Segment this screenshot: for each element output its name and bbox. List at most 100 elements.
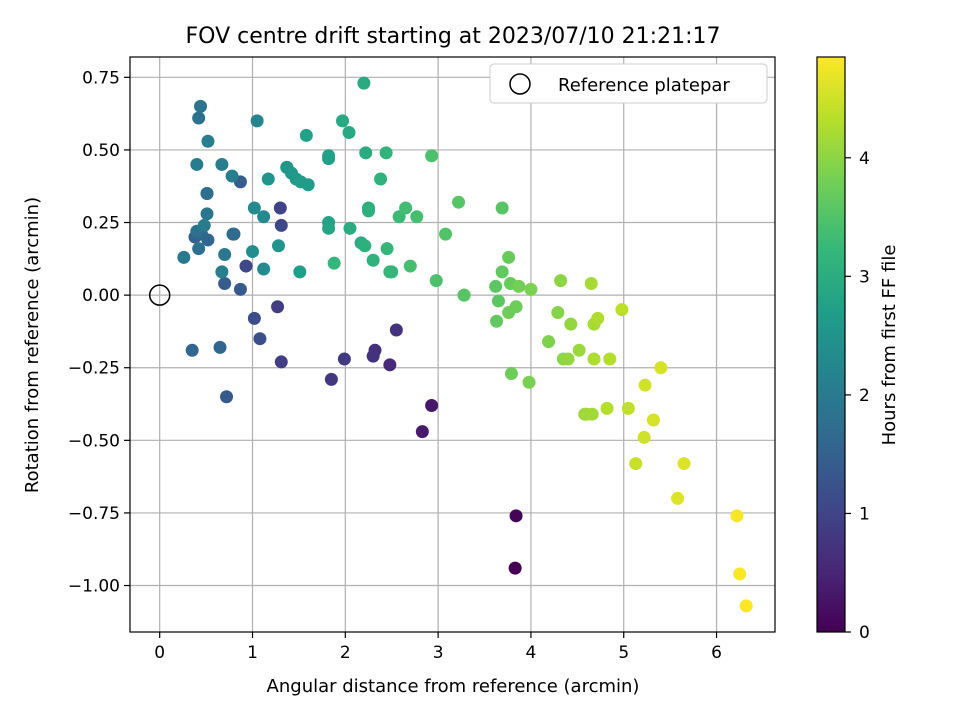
data-point bbox=[638, 378, 652, 392]
data-point bbox=[190, 157, 204, 171]
data-point bbox=[200, 186, 214, 200]
data-point bbox=[603, 352, 617, 366]
legend-entry: Reference platepar bbox=[558, 75, 730, 96]
data-point bbox=[359, 146, 373, 160]
data-point bbox=[271, 300, 285, 314]
y-tick-label: −1.00 bbox=[68, 577, 120, 597]
x-axis-ticks: 0 1 2 3 4 5 6 bbox=[154, 632, 722, 663]
data-point bbox=[225, 169, 239, 183]
data-point bbox=[621, 401, 635, 415]
data-point bbox=[273, 201, 287, 215]
grid-lines bbox=[130, 57, 775, 632]
colorbar-label: Hours from first FF file bbox=[879, 245, 900, 446]
data-point bbox=[495, 265, 509, 279]
legend: Reference platepar bbox=[489, 63, 768, 104]
legend-marker bbox=[509, 73, 531, 95]
data-point bbox=[250, 114, 264, 128]
data-point bbox=[502, 250, 516, 264]
data-point bbox=[343, 221, 357, 235]
data-point bbox=[299, 128, 313, 142]
data-point bbox=[257, 262, 271, 276]
data-point bbox=[379, 146, 393, 160]
y-tick-label: 0.00 bbox=[82, 286, 120, 306]
reference-point-marker bbox=[148, 284, 171, 306]
x-tick-label: 3 bbox=[433, 643, 444, 663]
colorbar: 0 1 2 3 4 Hours from first FF file bbox=[816, 56, 900, 643]
data-point bbox=[654, 361, 668, 375]
data-point bbox=[591, 311, 605, 325]
data-point bbox=[380, 242, 394, 256]
data-point bbox=[584, 277, 598, 291]
data-point bbox=[542, 335, 556, 349]
plot-area: 0 1 2 3 4 5 6 0.75 0.50 0.25 0.00 −0.25 −0.50 −0.75 −… bbox=[68, 56, 776, 663]
data-point bbox=[366, 253, 380, 267]
data-point bbox=[366, 349, 380, 363]
data-point bbox=[389, 323, 403, 337]
data-point bbox=[524, 282, 538, 296]
data-point bbox=[192, 111, 206, 125]
data-point bbox=[600, 401, 614, 415]
data-point bbox=[425, 149, 439, 163]
data-point bbox=[192, 242, 206, 256]
plot-background bbox=[130, 57, 775, 632]
data-point bbox=[637, 430, 651, 444]
data-point bbox=[274, 355, 288, 369]
legend-box bbox=[489, 63, 768, 104]
data-point bbox=[227, 227, 241, 241]
data-point bbox=[194, 99, 208, 113]
x-tick-label: 0 bbox=[154, 643, 165, 663]
data-point bbox=[261, 172, 275, 186]
data-point bbox=[358, 239, 372, 253]
data-point bbox=[322, 221, 336, 235]
data-point bbox=[383, 358, 397, 372]
data-point bbox=[508, 561, 522, 575]
y-axis-ticks: 0.75 0.50 0.25 0.00 −0.25 −0.50 −0.75 −1.00 bbox=[68, 68, 130, 597]
data-point bbox=[491, 294, 505, 308]
data-point bbox=[197, 218, 211, 232]
data-point bbox=[293, 265, 307, 279]
colorbar-tick-label: 0 bbox=[859, 623, 870, 643]
data-point bbox=[247, 201, 261, 215]
data-point bbox=[504, 367, 518, 381]
data-point bbox=[564, 317, 578, 331]
data-point bbox=[646, 413, 660, 427]
y-axis-label: Rotation from reference (arcmin) bbox=[22, 197, 43, 493]
data-point bbox=[554, 274, 568, 288]
y-tick-label: 0.75 bbox=[82, 68, 120, 88]
data-point bbox=[429, 274, 443, 288]
x-tick-label: 5 bbox=[618, 643, 629, 663]
y-tick-label: 0.25 bbox=[82, 214, 120, 234]
data-point bbox=[739, 599, 753, 613]
data-point bbox=[452, 195, 466, 209]
data-point bbox=[522, 375, 536, 389]
plot-frame bbox=[129, 56, 776, 633]
y-tick-label: 0.50 bbox=[82, 141, 120, 161]
data-point bbox=[218, 247, 232, 261]
colorbar-tick-label: 4 bbox=[859, 149, 870, 169]
colorbar-tick-label: 2 bbox=[859, 386, 870, 406]
data-point bbox=[733, 567, 747, 581]
data-point bbox=[489, 279, 503, 293]
data-point bbox=[239, 259, 253, 273]
y-tick-label: −0.25 bbox=[68, 359, 120, 379]
data-point bbox=[271, 239, 285, 253]
data-point bbox=[362, 201, 376, 215]
data-point bbox=[561, 352, 575, 366]
data-point bbox=[410, 210, 424, 224]
data-point bbox=[490, 314, 504, 328]
data-point bbox=[572, 343, 586, 357]
data-point bbox=[257, 210, 271, 224]
colorbar-gradient bbox=[816, 56, 846, 633]
x-tick-label: 6 bbox=[711, 643, 722, 663]
data-point bbox=[274, 218, 288, 232]
data-point bbox=[215, 265, 229, 279]
data-point bbox=[247, 311, 261, 325]
x-axis-label: Angular distance from reference (arcmin) bbox=[267, 676, 640, 697]
data-point bbox=[551, 306, 565, 320]
colorbar-tick-label: 3 bbox=[859, 267, 870, 287]
data-point bbox=[509, 509, 523, 523]
data-point bbox=[677, 457, 691, 471]
data-point bbox=[425, 398, 439, 412]
data-point bbox=[374, 172, 388, 186]
